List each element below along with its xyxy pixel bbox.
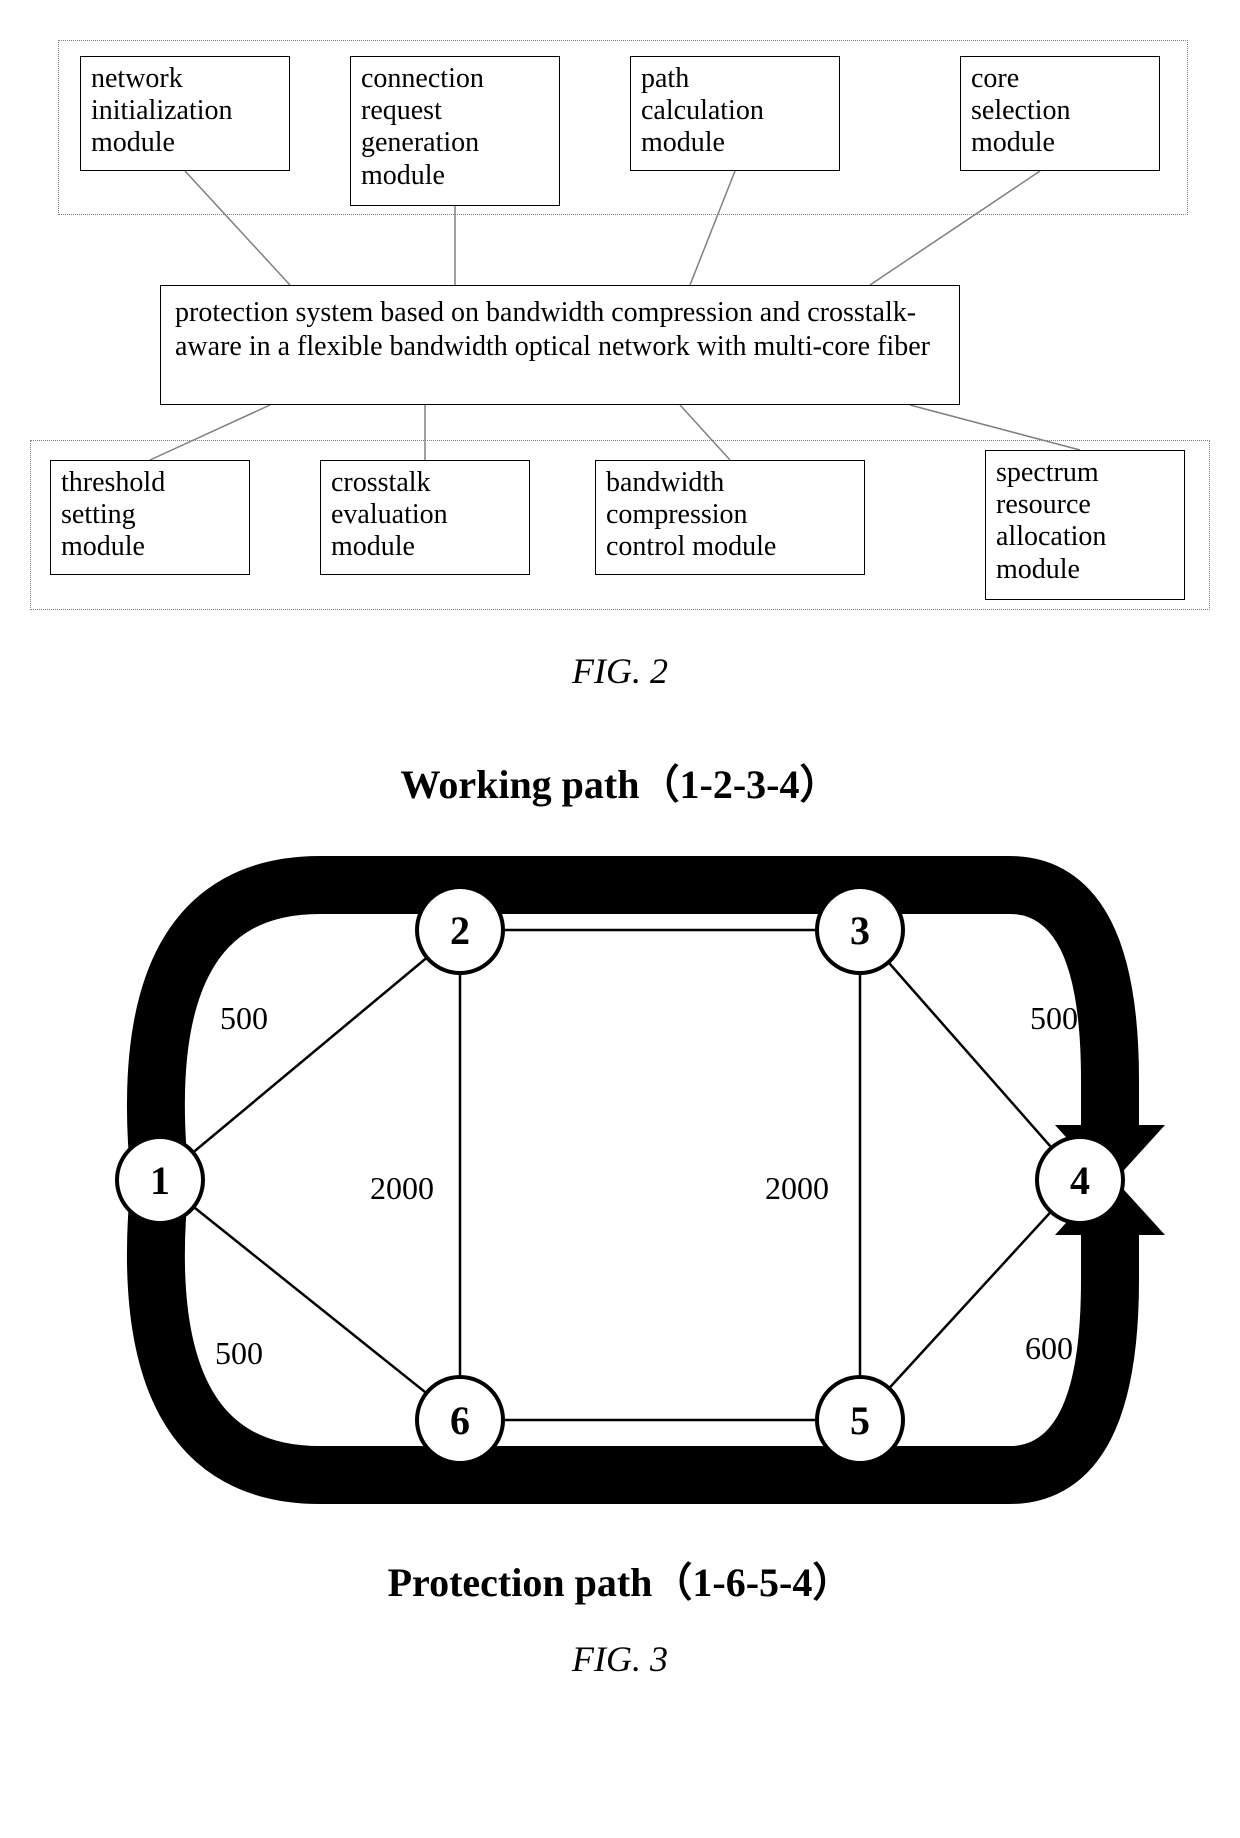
fig3-svg: [70, 820, 1170, 1540]
fig2-diagram: network initialization module connection …: [30, 40, 1210, 620]
edge-label-3-5: 2000: [765, 1170, 829, 1207]
node-2: 2: [415, 885, 505, 975]
spectrum-box: spectrum resource allocation module: [985, 450, 1185, 600]
edge-label-2-6: 2000: [370, 1170, 434, 1207]
fig3-title-bot: Protection path（1-6-5-4）: [70, 1550, 1170, 1608]
net-init-box: network initialization module: [80, 56, 290, 171]
node-5: 5: [815, 1375, 905, 1465]
path-calc-box: path calculation module: [630, 56, 840, 171]
edge-label-6-5: 900: [635, 1460, 683, 1497]
protection-path: [156, 1180, 1110, 1475]
edge-label-1-6: 500: [215, 1335, 263, 1372]
fig3-wrapper: Working path（1-2-3-4） 1 2 3 4 5 6 500 600 500 500…: [70, 752, 1170, 1608]
edge-label-3-4: 500: [1030, 1000, 1078, 1037]
threshold-box: threshold setting module: [50, 460, 250, 575]
edge-5-4: [860, 1180, 1080, 1420]
edge-label-5-4: 600: [1025, 1330, 1073, 1367]
fig3-caption: FIG. 3: [30, 1638, 1210, 1680]
fig2-caption: FIG. 2: [30, 650, 1210, 692]
edge-label-2-3: 600: [635, 870, 683, 907]
bw-comp-box: bandwidth compression control module: [595, 460, 865, 575]
crosstalk-box: crosstalk evaluation module: [320, 460, 530, 575]
protection-system-box: protection system based on bandwidth com…: [160, 285, 960, 405]
node-3: 3: [815, 885, 905, 975]
edge-label-1-2: 500: [220, 1000, 268, 1037]
conn-req-box: connection request generation module: [350, 56, 560, 206]
edge-3-4: [860, 930, 1080, 1180]
node-6: 6: [415, 1375, 505, 1465]
core-sel-box: core selection module: [960, 56, 1160, 171]
node-1: 1: [115, 1135, 205, 1225]
fig3-title-top: Working path（1-2-3-4）: [70, 752, 1170, 810]
fig3-diagram: 1 2 3 4 5 6 500 600 500 500 900 600 2000 2000: [70, 820, 1170, 1540]
node-4: 4: [1035, 1135, 1125, 1225]
